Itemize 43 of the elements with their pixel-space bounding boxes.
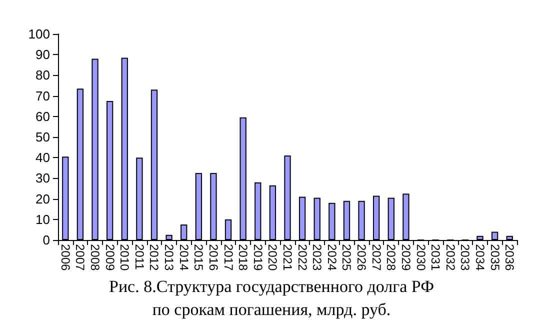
text: Рис. 8.Структура государственного долга РФ по срокам погашения, млрд. руб. (108, 277, 434, 319)
x-tick-label: 2034 (472, 244, 487, 272)
x-tick-label: 2023 (310, 244, 324, 272)
y-tick-label: 50 (36, 130, 50, 144)
y-tick-label: 0 (42, 232, 50, 248)
x-tick-label: 2006 (58, 244, 72, 272)
x-tick-label: 2030 (414, 244, 428, 272)
y-tick-label: 70 (36, 88, 50, 104)
x-tick-label: 2021 (280, 244, 294, 272)
x-tick-label: 2031 (428, 244, 443, 272)
x-tick-label: 2011 (132, 244, 146, 270)
x-tick-label: 2012 (147, 244, 162, 272)
x-tick-label: 2016 (206, 244, 220, 272)
y-tick-label: 100 (28, 26, 50, 42)
y-tick-label: 80 (36, 68, 50, 83)
x-tick-label: 2013 (162, 244, 176, 272)
x-tick-label: 2009 (102, 244, 117, 272)
y-tick-label: 90 (36, 47, 50, 62)
x-tick-label: 2015 (192, 244, 206, 272)
x-tick-label: 2036 (502, 244, 517, 272)
x-tick-label: 2010 (118, 244, 132, 272)
x-tick-label: 2032 (443, 244, 458, 272)
x-tick-label: 2027 (369, 244, 384, 272)
x-tick-label: 2024 (324, 244, 339, 272)
x-tick-label: 2019 (250, 244, 265, 272)
x-tick-label: 2020 (266, 244, 280, 272)
x-tick-label: 2029 (398, 244, 413, 272)
y-tick-label: 60 (36, 108, 50, 124)
y-tick-label: 40 (36, 150, 50, 166)
x-tick-label: 2018 (236, 244, 250, 272)
x-tick-label: 2008 (88, 244, 102, 272)
x-tick-label: 2014 (176, 244, 191, 272)
x-tick-label: 2026 (354, 244, 369, 272)
x-tick-label: 2017 (221, 244, 236, 272)
x-tick-label: 2007 (73, 244, 88, 272)
x-tick-label: 2022 (295, 244, 310, 272)
y-tick-label: 20 (36, 191, 50, 206)
x-tick-label: 2028 (384, 244, 398, 272)
y-tick-label: 10 (36, 212, 50, 227)
x-tick-label: 2033 (458, 244, 472, 272)
x-tick-label: 2035 (488, 244, 502, 272)
y-tick-label: 30 (36, 170, 50, 186)
x-tick-label: 2025 (340, 244, 354, 272)
